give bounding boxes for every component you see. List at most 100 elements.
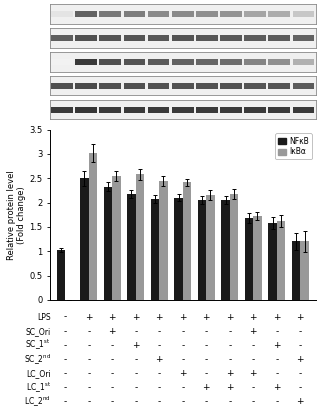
Bar (172, 59, 194, 65)
Text: LC_1$^{\rm st}$: LC_1$^{\rm st}$ (26, 381, 51, 395)
Text: +: + (203, 313, 210, 322)
Text: +: + (250, 313, 257, 322)
Text: -: - (204, 369, 208, 378)
Bar (124, 59, 145, 65)
Text: -: - (275, 369, 279, 378)
Bar (269, 83, 290, 89)
Bar (269, 35, 290, 41)
Bar (277, 221, 285, 300)
Text: -: - (87, 369, 90, 378)
Text: +: + (273, 383, 280, 392)
Bar (75, 83, 97, 89)
Bar (57, 250, 65, 300)
Bar (159, 181, 168, 300)
Bar (174, 198, 183, 300)
Bar (172, 35, 194, 41)
Text: -: - (110, 341, 114, 350)
Bar (269, 107, 290, 112)
Text: -: - (204, 327, 208, 336)
Text: -: - (251, 397, 255, 406)
Text: +: + (132, 341, 139, 350)
Text: SC_2$^{\rm nd}$: SC_2$^{\rm nd}$ (24, 352, 51, 367)
Bar (99, 35, 121, 41)
Text: -: - (298, 341, 302, 350)
Text: +: + (109, 313, 116, 322)
Text: +: + (179, 313, 186, 322)
Bar (124, 83, 145, 89)
Text: +: + (226, 383, 233, 392)
Bar (269, 59, 290, 65)
Bar (293, 107, 314, 112)
Text: -: - (110, 355, 114, 364)
Bar (148, 35, 169, 41)
Bar (244, 83, 266, 89)
Text: -: - (298, 383, 302, 392)
Bar (245, 218, 253, 300)
Text: LC_Ori: LC_Ori (26, 369, 51, 378)
Text: LPS: LPS (37, 313, 51, 322)
Text: -: - (87, 355, 90, 364)
Text: +: + (226, 313, 233, 322)
Bar (99, 59, 121, 65)
Bar (230, 194, 238, 300)
Bar (253, 216, 262, 300)
Text: -: - (134, 369, 137, 378)
Text: -: - (63, 313, 67, 322)
Bar (75, 35, 97, 41)
Text: -: - (134, 383, 137, 392)
Bar (99, 83, 121, 89)
Text: -: - (204, 355, 208, 364)
Bar (183, 182, 191, 300)
Bar (51, 107, 73, 112)
Text: -: - (204, 341, 208, 350)
Text: +: + (156, 355, 163, 364)
Bar (206, 195, 215, 300)
Y-axis label: Relative protein level
(Fold change): Relative protein level (Fold change) (7, 170, 26, 260)
Bar (293, 59, 314, 65)
Bar (148, 59, 169, 65)
Bar (196, 35, 218, 41)
Text: -: - (181, 397, 185, 406)
Text: -: - (134, 355, 137, 364)
Text: -: - (251, 383, 255, 392)
Bar (75, 59, 97, 65)
Bar (292, 242, 300, 300)
Bar (196, 107, 218, 112)
Text: +: + (250, 327, 257, 336)
Bar (196, 83, 218, 89)
Text: +: + (109, 327, 116, 336)
Text: +: + (179, 369, 186, 378)
Text: -: - (134, 397, 137, 406)
Bar (269, 11, 290, 17)
Text: -: - (181, 383, 185, 392)
Text: -: - (110, 369, 114, 378)
Text: -: - (110, 397, 114, 406)
Bar (172, 83, 194, 89)
Text: -: - (134, 327, 137, 336)
Text: -: - (87, 327, 90, 336)
Text: +: + (132, 313, 139, 322)
Bar (293, 11, 314, 17)
Bar (196, 59, 218, 65)
Bar (89, 153, 97, 300)
Text: -: - (157, 369, 161, 378)
Bar (124, 11, 145, 17)
Text: -: - (181, 341, 185, 350)
Text: -: - (204, 397, 208, 406)
Text: +: + (85, 313, 92, 322)
Text: -: - (110, 383, 114, 392)
Legend: NFκB, IκBα: NFκB, IκBα (275, 133, 312, 159)
Text: -: - (157, 327, 161, 336)
Text: +: + (156, 313, 163, 322)
Text: -: - (228, 355, 232, 364)
Bar (127, 194, 136, 300)
Bar (244, 11, 266, 17)
Bar (75, 11, 97, 17)
Bar (104, 187, 112, 300)
Text: LC_2$^{\rm nd}$: LC_2$^{\rm nd}$ (24, 395, 51, 409)
Text: +: + (250, 369, 257, 378)
Text: -: - (275, 327, 279, 336)
Text: +: + (297, 313, 304, 322)
Bar (99, 107, 121, 112)
Bar (220, 107, 242, 112)
